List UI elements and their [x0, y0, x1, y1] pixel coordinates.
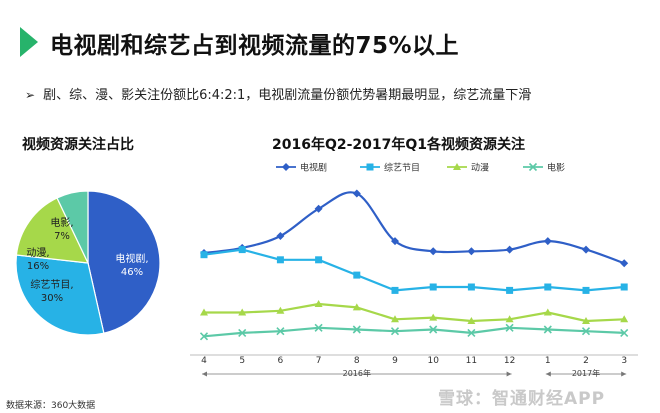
series-3-point-1	[238, 328, 247, 337]
series-1-point-8	[506, 286, 514, 294]
x-tick-label-11: 3	[621, 356, 627, 366]
pie-chart-title: 视频资源关注占比	[22, 137, 134, 153]
x-tick-label-8: 12	[504, 356, 515, 366]
series-3-point-6	[429, 325, 438, 334]
pie-slice-2	[15, 197, 90, 264]
series-0-point-11	[620, 259, 629, 268]
series-3-point-10	[581, 327, 591, 336]
series-2-point-0	[200, 308, 208, 316]
series-line-0	[203, 191, 625, 265]
series-0-point-6	[429, 247, 438, 256]
year-group-arrow-right-0	[506, 371, 512, 377]
series-2-point-3	[314, 300, 323, 307]
series-3-point-11	[620, 328, 629, 337]
watermark: 雪球：智通财经APP	[438, 389, 606, 409]
series-3-point-8	[505, 323, 514, 332]
x-tick-label-1: 5	[239, 356, 245, 366]
summary-bullet: ➢ 剧、综、漫、影关注份额比6:4:2:1，电视剧流量份额优势暑期最明显，综艺流量…	[25, 84, 531, 103]
pie-slice-3	[56, 190, 89, 264]
series-3-point-3	[314, 323, 323, 332]
series-2-point-4	[352, 303, 361, 311]
series-1-point-6	[429, 283, 437, 291]
year-group-label-1: 2017年	[572, 368, 600, 378]
x-tick-label-5: 9	[392, 356, 398, 366]
x-tick-label-7: 11	[466, 356, 477, 366]
title-bar: 电视剧和综艺占到视频流量的75%以上	[0, 10, 660, 60]
pie-slice-label-3: 电影, 7%	[50, 216, 73, 242]
series-2-point-10	[582, 317, 590, 324]
series-2-point-2	[276, 306, 285, 314]
title-triangle-icon	[20, 27, 38, 57]
legend-marker-2	[453, 163, 461, 170]
summary-text: 剧、综、漫、影关注份额比6:4:2:1，电视剧流量份额优势暑期最明显，综艺流量下…	[43, 88, 532, 103]
series-0-point-7	[467, 247, 476, 256]
x-tick-label-2: 6	[278, 356, 284, 366]
series-3-point-5	[390, 327, 400, 336]
series-2-point-11	[620, 315, 629, 323]
data-source-note: 数据来源：360大数据	[6, 401, 96, 411]
legend-marker-1	[366, 163, 374, 171]
x-tick-label-6: 10	[427, 356, 439, 366]
pie-slice-label-2: 动漫, 16%	[26, 247, 49, 272]
series-2-point-8	[505, 315, 514, 323]
series-1-point-1	[238, 246, 246, 254]
year-group-arrow-left-0	[202, 371, 207, 377]
x-tick-label-9: 1	[545, 356, 551, 366]
pie-chart: 电视剧, 46% 综艺节目, 30% 动漫, 16%电影, 7%	[15, 190, 161, 336]
pie-slice-0	[87, 190, 161, 334]
series-line-1	[203, 248, 625, 292]
pie-slice-label-0: 电视剧, 46%	[115, 252, 148, 278]
series-0-point-5	[391, 237, 399, 246]
page-title: 电视剧和综艺占到视频流量的75%以上	[50, 33, 460, 59]
legend-label-2: 动漫	[471, 162, 489, 174]
series-3-point-2	[276, 327, 285, 336]
year-group-label-0: 2016年	[343, 368, 371, 378]
x-tick-label-10: 2	[583, 356, 589, 366]
series-1-point-5	[391, 286, 399, 294]
series-2-point-7	[467, 317, 476, 324]
pie-slice-label-1: 综艺节目, 30%	[30, 278, 73, 304]
legend-label-3: 电影	[547, 162, 565, 174]
legend-label-0: 电视剧	[300, 162, 327, 174]
series-2-point-1	[238, 308, 247, 316]
series-0-point-4	[352, 189, 361, 198]
legend-marker-3	[528, 162, 538, 172]
series-0-point-3	[314, 204, 323, 213]
series-2-point-5	[391, 315, 399, 323]
series-3-point-4	[352, 325, 361, 334]
series-1-point-4	[353, 271, 361, 279]
series-1-point-10	[582, 286, 590, 294]
series-1-point-11	[620, 283, 628, 291]
x-tick-label-4: 8	[354, 356, 360, 366]
year-group-arrow-right-1	[621, 371, 627, 377]
series-line-3	[203, 326, 625, 338]
series-0-point-10	[582, 245, 590, 254]
series-0-point-9	[543, 237, 552, 246]
series-1-point-3	[315, 256, 323, 264]
x-tick-label-0: 4	[201, 356, 207, 366]
x-tick-label-3: 7	[316, 356, 322, 366]
series-1-point-7	[467, 283, 475, 291]
series-line-2	[204, 302, 625, 323]
series-1-point-0	[200, 251, 208, 259]
series-2-point-6	[429, 313, 438, 321]
bullet-arrow-icon: ➢	[25, 88, 36, 102]
legend-marker-0	[282, 163, 290, 171]
legend-label-1: 综艺节目	[384, 162, 420, 174]
series-1-point-2	[276, 256, 284, 264]
line-chart-title: 2016年Q2-2017年Q1各视频资源关注	[272, 137, 526, 153]
series-3-point-9	[543, 325, 552, 334]
series-2-point-9	[543, 308, 552, 316]
series-0-point-2	[276, 232, 285, 240]
pie-slice-1	[15, 254, 105, 336]
year-group-arrow-left-1	[545, 371, 551, 377]
series-1-point-9	[544, 283, 552, 291]
series-3-point-0	[199, 332, 209, 341]
series-0-point-8	[505, 245, 514, 254]
series-3-point-7	[467, 328, 476, 337]
